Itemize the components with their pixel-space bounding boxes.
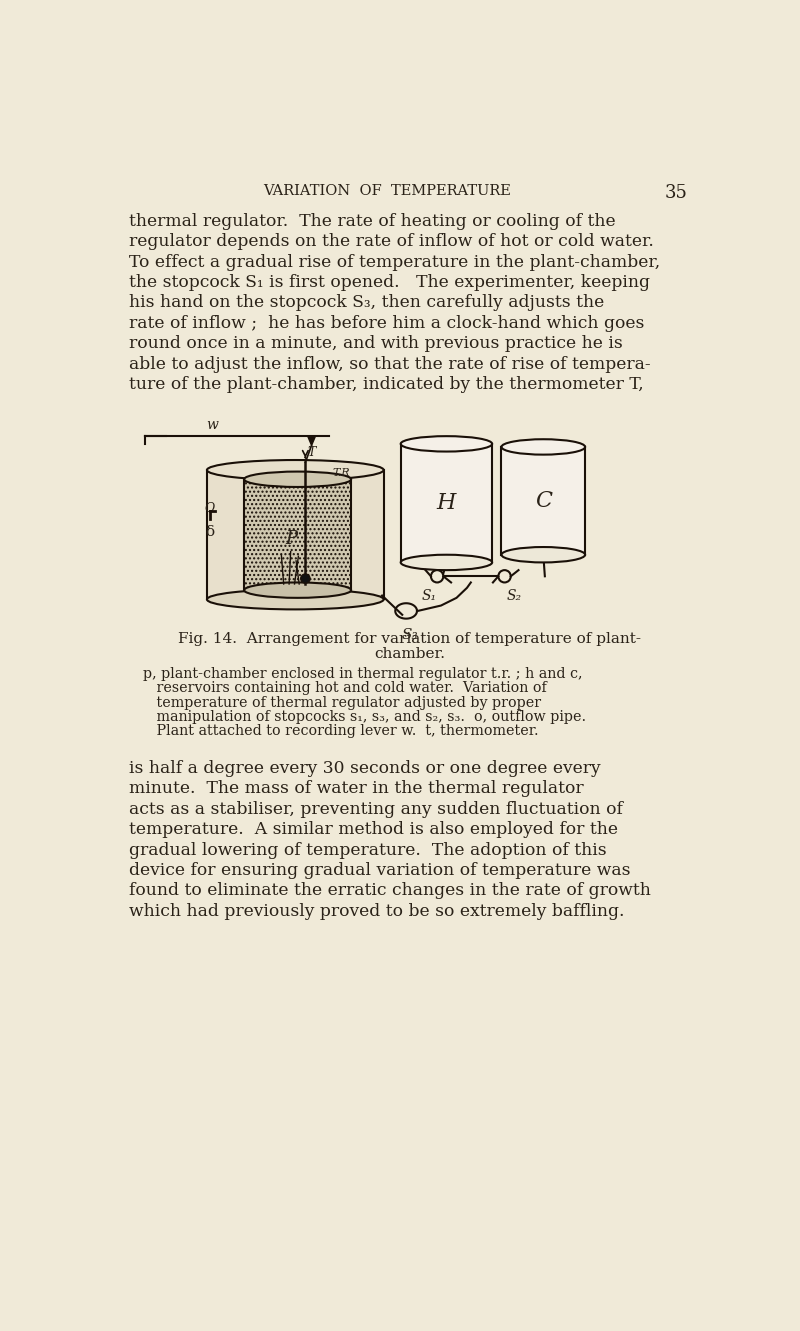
Text: round once in a minute, and with previous practice he is: round once in a minute, and with previou…	[130, 335, 623, 353]
Text: gradual lowering of temperature.  The adoption of this: gradual lowering of temperature. The ado…	[130, 841, 607, 858]
Text: To effect a gradual rise of temperature in the plant-chamber,: To effect a gradual rise of temperature …	[130, 254, 661, 270]
Text: the stopcock S₁ is first opened.   The experimenter, keeping: the stopcock S₁ is first opened. The exp…	[130, 274, 650, 291]
Bar	[244, 479, 351, 590]
Text: regulator depends on the rate of inflow of hot or cold water.: regulator depends on the rate of inflow …	[130, 233, 654, 250]
Polygon shape	[308, 437, 315, 446]
Text: manipulation of stopcocks s₁, s₃, and s₂, s₃.  o, outflow pipe.: manipulation of stopcocks s₁, s₃, and s₂…	[142, 709, 586, 724]
Circle shape	[498, 570, 510, 583]
Text: S₃: S₃	[402, 628, 418, 642]
Text: p, plant-chamber enclosed in thermal regulator t.r. ; h and c,: p, plant-chamber enclosed in thermal reg…	[142, 667, 582, 681]
Text: VARIATION  OF  TEMPERATURE: VARIATION OF TEMPERATURE	[263, 184, 510, 197]
Text: minute.  The mass of water in the thermal regulator: minute. The mass of water in the thermal…	[130, 780, 584, 797]
Text: device for ensuring gradual variation of temperature was: device for ensuring gradual variation of…	[130, 862, 631, 878]
Text: S₂: S₂	[506, 588, 522, 603]
Text: found to eliminate the erratic changes in the rate of growth: found to eliminate the erratic changes i…	[130, 882, 651, 900]
Ellipse shape	[207, 461, 384, 480]
Text: temperature of thermal regulator adjusted by proper: temperature of thermal regulator adjuste…	[142, 696, 541, 709]
Text: thermal regulator.  The rate of heating or cooling of the: thermal regulator. The rate of heating o…	[130, 213, 616, 230]
Bar	[207, 470, 384, 599]
Text: Plant attached to recording lever w.  t, thermometer.: Plant attached to recording lever w. t, …	[142, 724, 538, 739]
Text: H: H	[437, 492, 456, 514]
Ellipse shape	[244, 471, 351, 487]
Ellipse shape	[244, 583, 351, 598]
Text: which had previously proved to be so extremely baffling.: which had previously proved to be so ext…	[130, 902, 625, 920]
Text: Fig. 14.  Arrangement for variation of temperature of plant-: Fig. 14. Arrangement for variation of te…	[178, 632, 642, 646]
Text: δ: δ	[206, 524, 214, 539]
Text: S₁: S₁	[422, 588, 437, 603]
Text: 35: 35	[665, 184, 687, 201]
Text: ture of the plant-chamber, indicated by the thermometer T,: ture of the plant-chamber, indicated by …	[130, 377, 644, 393]
Text: his hand on the stopcock S₃, then carefully adjusts the: his hand on the stopcock S₃, then carefu…	[130, 294, 605, 311]
Text: chamber.: chamber.	[374, 647, 446, 662]
Circle shape	[431, 570, 443, 583]
Bar	[502, 447, 585, 555]
Text: C: C	[534, 490, 552, 512]
Ellipse shape	[502, 439, 585, 455]
Bar	[401, 443, 492, 563]
Text: is half a degree every 30 seconds or one degree every: is half a degree every 30 seconds or one…	[130, 760, 601, 777]
Ellipse shape	[401, 437, 492, 451]
Text: O: O	[205, 502, 214, 515]
Text: T: T	[308, 446, 316, 459]
Text: reservoirs containing hot and cold water.  Variation of: reservoirs containing hot and cold water…	[142, 681, 546, 695]
Text: P: P	[286, 530, 298, 547]
Ellipse shape	[502, 547, 585, 563]
Text: able to adjust the inflow, so that the rate of rise of tempera-: able to adjust the inflow, so that the r…	[130, 355, 651, 373]
Ellipse shape	[401, 555, 492, 570]
Text: T.R: T.R	[333, 467, 350, 478]
Circle shape	[301, 574, 310, 583]
Text: rate of inflow ;  he has before him a clock-hand which goes: rate of inflow ; he has before him a clo…	[130, 315, 645, 331]
Text: w: w	[206, 418, 218, 433]
Text: acts as a stabiliser, preventing any sudden fluctuation of: acts as a stabiliser, preventing any sud…	[130, 801, 623, 817]
Text: temperature.  A similar method is also employed for the: temperature. A similar method is also em…	[130, 821, 618, 839]
Ellipse shape	[207, 590, 384, 610]
